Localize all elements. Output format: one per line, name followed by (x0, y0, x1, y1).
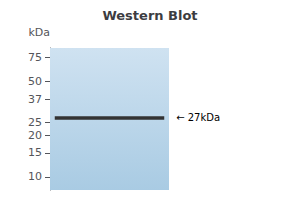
svg-text:← 27kDa: ← 27kDa (176, 112, 220, 123)
svg-text:Western Blot: Western Blot (102, 8, 197, 23)
svg-text:37: 37 (28, 93, 42, 106)
svg-text:25: 25 (28, 116, 42, 129)
svg-text:10: 10 (28, 170, 42, 183)
svg-text:50: 50 (28, 75, 42, 88)
svg-text:75: 75 (28, 51, 42, 64)
svg-text:20: 20 (28, 129, 42, 142)
svg-text:15: 15 (28, 146, 42, 159)
svg-text:kDa: kDa (28, 26, 50, 39)
